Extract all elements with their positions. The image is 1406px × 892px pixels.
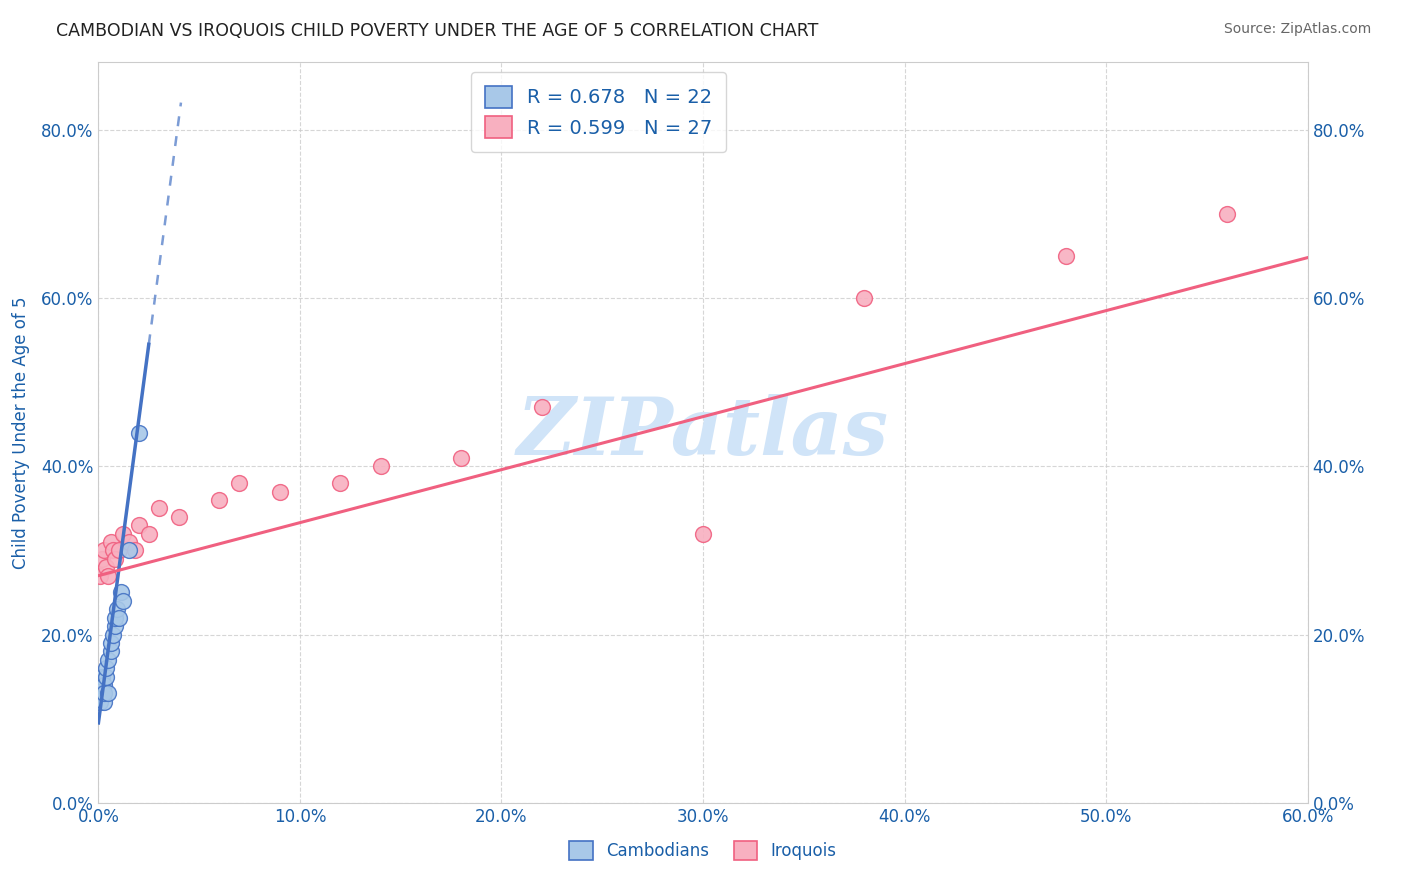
Point bbox=[103, 551, 125, 566]
Point bbox=[97, 568, 120, 582]
Point bbox=[128, 425, 150, 440]
Point bbox=[101, 627, 124, 641]
Point bbox=[107, 610, 129, 624]
Point bbox=[111, 594, 134, 608]
Point bbox=[91, 670, 114, 684]
Point bbox=[1054, 249, 1077, 263]
Point bbox=[138, 526, 160, 541]
Point bbox=[96, 560, 118, 574]
Point bbox=[1216, 207, 1239, 221]
Point bbox=[124, 543, 146, 558]
Point bbox=[105, 602, 128, 616]
Text: Source: ZipAtlas.com: Source: ZipAtlas.com bbox=[1223, 22, 1371, 37]
Point bbox=[91, 686, 114, 700]
Point bbox=[93, 543, 115, 558]
Point bbox=[93, 686, 115, 700]
Point bbox=[110, 585, 132, 599]
Point bbox=[208, 492, 231, 507]
Point bbox=[100, 636, 122, 650]
Point bbox=[89, 678, 111, 692]
Point bbox=[100, 535, 122, 549]
Point bbox=[101, 543, 124, 558]
Point bbox=[329, 476, 352, 491]
Point bbox=[111, 526, 134, 541]
Point bbox=[228, 476, 250, 491]
Point bbox=[107, 543, 129, 558]
Point bbox=[91, 551, 114, 566]
Point bbox=[96, 661, 118, 675]
Y-axis label: Child Poverty Under the Age of 5: Child Poverty Under the Age of 5 bbox=[11, 296, 30, 569]
Point bbox=[103, 619, 125, 633]
Point bbox=[167, 509, 190, 524]
Point bbox=[118, 535, 141, 549]
Point bbox=[450, 450, 472, 465]
Text: ZIPatlas: ZIPatlas bbox=[517, 394, 889, 471]
Point bbox=[103, 610, 125, 624]
Point bbox=[692, 526, 714, 541]
Point bbox=[89, 568, 111, 582]
Legend: Cambodians, Iroquois: Cambodians, Iroquois bbox=[561, 832, 845, 869]
Text: CAMBODIAN VS IROQUOIS CHILD POVERTY UNDER THE AGE OF 5 CORRELATION CHART: CAMBODIAN VS IROQUOIS CHILD POVERTY UNDE… bbox=[56, 22, 818, 40]
Point bbox=[97, 686, 120, 700]
Point bbox=[148, 501, 170, 516]
Point bbox=[100, 644, 122, 658]
Point bbox=[118, 543, 141, 558]
Point bbox=[97, 653, 120, 667]
Point bbox=[96, 670, 118, 684]
Point bbox=[128, 518, 150, 533]
Point bbox=[93, 695, 115, 709]
Point bbox=[93, 678, 115, 692]
Point bbox=[89, 695, 111, 709]
Point bbox=[530, 401, 553, 415]
Point bbox=[853, 291, 876, 305]
Point bbox=[370, 459, 392, 474]
Point bbox=[269, 484, 291, 499]
